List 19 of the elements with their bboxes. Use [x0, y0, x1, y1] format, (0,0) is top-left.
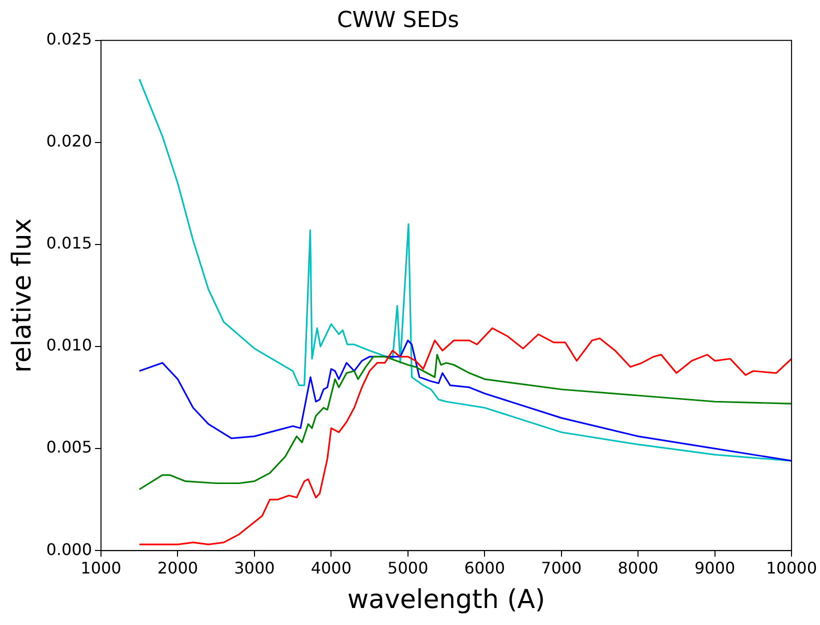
chart-title: CWW SEDs	[336, 8, 460, 33]
x-tick-label: 3000	[234, 558, 275, 578]
y-tick-label: 0.025	[46, 30, 92, 49]
y-tick-label: 0.015	[46, 234, 92, 253]
x-tick-label: 4000	[310, 558, 352, 578]
x-tick-label: 5000	[388, 558, 428, 578]
y-axis-title: relative flux	[7, 218, 38, 373]
x-tick-label: 1000	[80, 558, 122, 578]
x-axis-title: wavelength (A)	[347, 585, 546, 616]
y-tick-label: 0.020	[46, 132, 92, 151]
x-tick-label: 7000	[541, 558, 582, 578]
y-tick-label: 0.000	[46, 540, 92, 559]
x-tick-label: 9000	[694, 558, 736, 578]
x-tick-label: 2000	[157, 558, 198, 578]
x-tick-label: 8000	[618, 558, 658, 578]
x-tick-label: 6000	[464, 558, 505, 578]
y-tick-label: 0.005	[46, 438, 92, 457]
y-tick-label: 0.010	[46, 336, 92, 355]
x-tick-label: 10000	[766, 558, 818, 578]
